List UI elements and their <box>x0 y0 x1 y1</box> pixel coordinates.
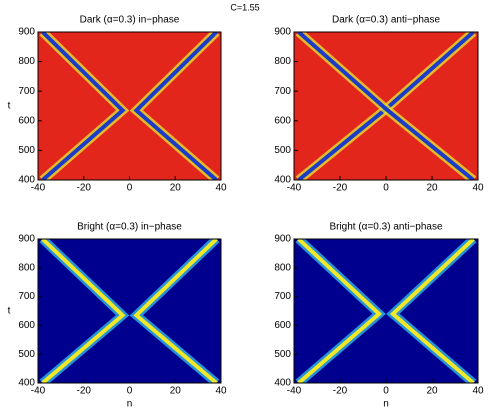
x-tick-label: 0 <box>383 386 389 397</box>
y-tick-label: 400 <box>18 378 35 389</box>
y-tick-label: 600 <box>274 115 291 126</box>
trace <box>41 239 126 383</box>
x-tick-label: -20 <box>333 183 348 194</box>
y-tick-label: 700 <box>274 291 291 302</box>
y-tick-label: 700 <box>18 291 35 302</box>
axes-title: Bright (α=0.3) anti−phase <box>329 222 443 233</box>
axes-title: Bright (α=0.3) in−phase <box>77 222 182 233</box>
trace <box>133 32 218 180</box>
y-label: t <box>8 101 11 112</box>
y-tick-label: 900 <box>274 234 291 245</box>
x-tick-label: -20 <box>77 183 92 194</box>
trace <box>133 239 218 383</box>
y-tick-label: 800 <box>274 262 291 273</box>
x-label: n <box>383 399 389 410</box>
y-tick-label: 900 <box>18 234 35 245</box>
y-tick-label: 800 <box>274 56 291 67</box>
y-tick-label: 600 <box>18 115 35 126</box>
trace <box>389 239 475 383</box>
x-tick-label: -20 <box>333 386 348 397</box>
y-tick-label: 400 <box>18 175 35 186</box>
x-tick-label: 40 <box>472 183 484 194</box>
x-tick-label: 0 <box>127 386 133 397</box>
figure-title: C=1.55 <box>230 2 259 12</box>
x-tick-label: 0 <box>127 183 133 194</box>
y-tick-label: 500 <box>274 349 291 360</box>
y-tick-label: 400 <box>274 175 291 186</box>
y-tick-label: 700 <box>274 86 291 97</box>
trace <box>297 239 383 383</box>
x-tick-label: 20 <box>426 183 438 194</box>
x-tick-label: -40 <box>31 183 46 194</box>
x-label: n <box>127 399 133 410</box>
y-tick-label: 700 <box>18 86 35 97</box>
y-tick-label: 500 <box>18 349 35 360</box>
y-tick-label: 800 <box>18 262 35 273</box>
trace <box>297 32 475 180</box>
x-tick-label: 40 <box>215 386 227 397</box>
x-tick-label: 40 <box>215 183 227 194</box>
x-tick-label: -40 <box>31 386 46 397</box>
y-tick-label: 500 <box>274 145 291 156</box>
y-tick-label: 600 <box>18 320 35 331</box>
x-tick-label: -40 <box>287 386 302 397</box>
x-tick-label: 20 <box>426 386 438 397</box>
x-tick-label: -40 <box>287 183 302 194</box>
y-tick-label: 900 <box>274 27 291 38</box>
x-tick-label: 20 <box>170 386 182 397</box>
y-tick-label: 600 <box>274 320 291 331</box>
axes-title: Dark (α=0.3) anti−phase <box>332 15 441 26</box>
y-tick-label: 800 <box>18 56 35 67</box>
y-tick-label: 900 <box>18 27 35 38</box>
y-tick-label: 500 <box>18 145 35 156</box>
x-tick-label: 20 <box>170 183 182 194</box>
y-label: t <box>8 306 11 317</box>
y-tick-label: 400 <box>274 378 291 389</box>
x-tick-label: 0 <box>383 183 389 194</box>
trace <box>41 32 126 180</box>
x-tick-label: -20 <box>77 386 92 397</box>
axes-title: Dark (α=0.3) in−phase <box>80 15 180 26</box>
x-tick-label: 40 <box>472 386 484 397</box>
